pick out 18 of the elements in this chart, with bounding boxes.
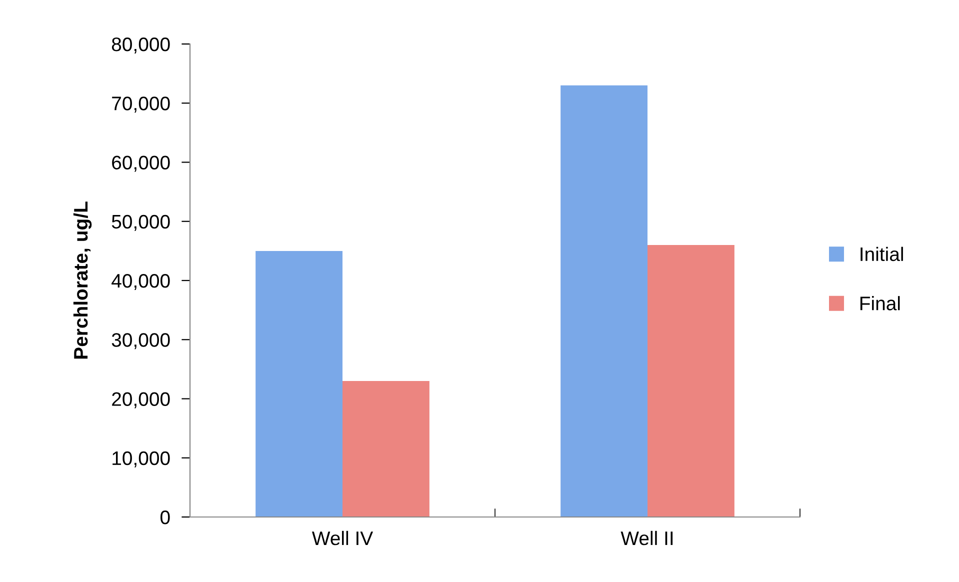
y-tick-label: 70,000 [112, 96, 170, 113]
legend-label: Final [860, 296, 900, 310]
y-tick-label: 80,000 [112, 37, 170, 54]
y-tick-label: 20,000 [112, 392, 170, 408]
legend-label: Initial [860, 246, 903, 262]
y-tick-label: 50,000 [112, 214, 170, 231]
y-tick-label: 40,000 [112, 274, 170, 290]
y-tick-label: 0 [160, 510, 170, 524]
y-tick-label: 30,000 [112, 333, 170, 350]
bar [256, 250, 342, 517]
y-tick-label: 10,000 [112, 451, 170, 468]
bar [342, 381, 430, 517]
y-tick-label: 60,000 [112, 156, 170, 172]
bar [648, 245, 734, 517]
x-tick-label: Well II [620, 530, 673, 546]
bar [560, 85, 648, 517]
x-tick-label: Well IV [312, 530, 374, 546]
y-axis-title: Perchlorate, ug/L [73, 202, 92, 359]
